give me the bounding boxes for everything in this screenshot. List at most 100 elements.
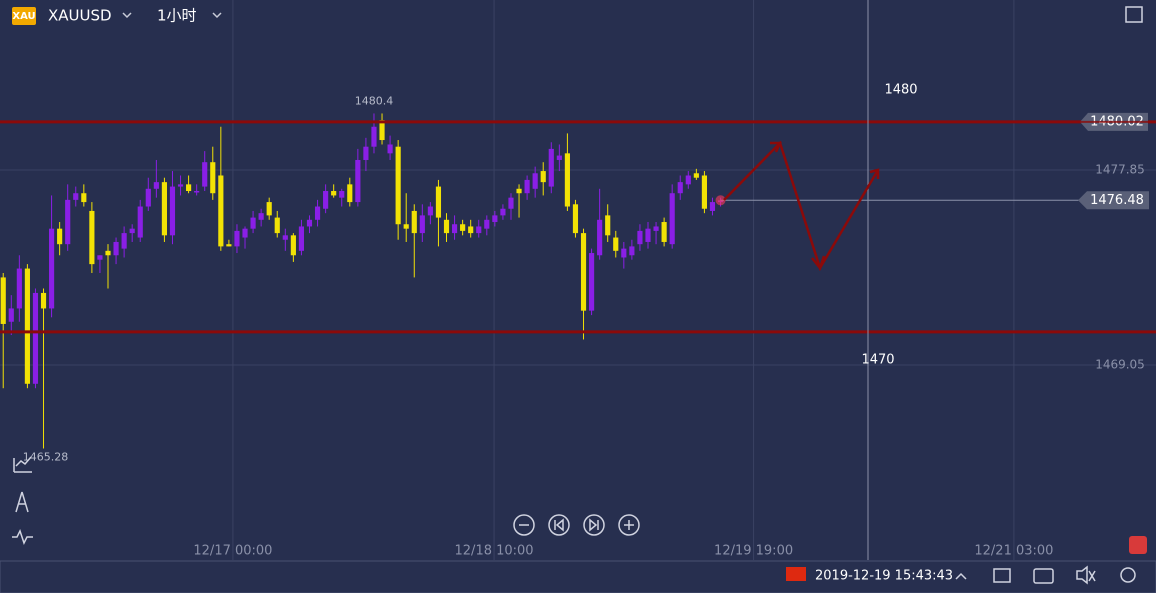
dropdown-icon[interactable] <box>122 12 132 19</box>
footer-bar <box>0 560 1156 593</box>
candle-body <box>339 191 345 198</box>
candle-body <box>387 144 393 154</box>
candle-body <box>323 191 329 209</box>
candle-body <box>24 268 30 384</box>
candle-body <box>81 193 87 203</box>
candle-body <box>290 235 296 256</box>
candle-body <box>685 175 691 185</box>
candle-body <box>419 215 425 234</box>
go-end[interactable] <box>583 514 605 536</box>
candle-body <box>298 226 305 251</box>
candle-body <box>460 224 466 231</box>
candle-body <box>395 146 401 225</box>
candle-body <box>540 171 546 183</box>
candle-body <box>145 188 151 207</box>
alert-button[interactable] <box>1129 536 1147 554</box>
candle-body <box>169 186 176 236</box>
candle-body <box>661 222 667 242</box>
candle-body <box>121 233 127 249</box>
candle-body <box>258 213 264 220</box>
candle-body <box>524 179 530 194</box>
nav-buttons <box>513 514 640 536</box>
timestamp: 2019-12-19 15:43:43 <box>815 569 953 584</box>
candle-body <box>177 184 184 187</box>
candle-body <box>427 206 433 216</box>
low-label: 1465.28 <box>23 450 69 463</box>
candle-body <box>274 217 280 234</box>
candle-body <box>347 184 353 203</box>
candle-body <box>468 226 474 234</box>
symbol-icon <box>12 7 36 25</box>
candle-body <box>701 175 707 209</box>
dropdown-icon[interactable] <box>212 12 222 19</box>
candle-body <box>653 226 659 231</box>
candle-body <box>49 228 55 309</box>
candle-body <box>57 228 63 245</box>
candle-body <box>371 126 377 147</box>
symbol[interactable]: XAUUSD <box>48 7 112 25</box>
current-price-dot <box>715 195 726 206</box>
screenshot-button[interactable] <box>1033 568 1054 584</box>
panel-toggle[interactable] <box>1125 6 1143 23</box>
candle-body <box>137 206 143 238</box>
settings-button[interactable] <box>1120 567 1136 583</box>
indicator-tool[interactable] <box>13 456 32 473</box>
candle-body <box>210 162 216 194</box>
candle-body <box>65 199 71 245</box>
candle-body <box>40 292 47 309</box>
candle-body <box>476 226 482 234</box>
candle-body <box>105 250 111 256</box>
candle-body <box>564 153 570 207</box>
x-tick-label: 12/19 19:00 <box>714 544 793 559</box>
y-tick-label: 1477.85 <box>1095 162 1145 176</box>
interval[interactable]: 1小时 <box>157 7 197 25</box>
candle-body <box>161 182 167 236</box>
candle-body <box>331 191 337 196</box>
candle-body <box>443 219 450 234</box>
candle-body <box>250 217 256 229</box>
candle-body <box>89 210 95 265</box>
zoom-in[interactable] <box>618 514 640 536</box>
candle-body <box>403 224 409 229</box>
candle-body <box>194 191 200 193</box>
candle-body <box>202 162 208 187</box>
candle-body <box>186 184 192 192</box>
go-start[interactable] <box>548 514 570 536</box>
candle-body <box>484 219 490 229</box>
candle-body <box>580 233 587 311</box>
candle-body <box>218 175 224 247</box>
candle-body <box>572 204 579 234</box>
candle-body <box>282 235 288 240</box>
candle-body <box>234 230 240 247</box>
candle-body <box>709 202 716 211</box>
candle-body <box>73 193 79 200</box>
candle-body <box>556 155 562 160</box>
wave-tool[interactable] <box>12 529 33 545</box>
sound-button[interactable] <box>1076 565 1096 585</box>
annotation: 1480 <box>884 83 917 98</box>
candle-body <box>637 230 643 245</box>
candle-body <box>363 146 369 160</box>
zoom-out[interactable] <box>513 514 535 536</box>
price-box <box>1078 191 1149 210</box>
y-tick-label: 1469.05 <box>1095 357 1145 371</box>
candle-body <box>605 215 611 236</box>
candle-body <box>0 277 6 324</box>
draw-tool[interactable] <box>15 491 29 513</box>
candle-body <box>629 246 635 256</box>
candle-body <box>589 253 595 311</box>
flag <box>786 567 806 581</box>
candle-body <box>129 228 135 234</box>
candle-body <box>597 219 603 256</box>
candle-body <box>8 308 14 322</box>
candle-body <box>693 173 699 178</box>
candle-body <box>314 206 321 220</box>
candle-body <box>508 197 514 209</box>
layout-button[interactable] <box>993 568 1011 583</box>
expand-icon[interactable] <box>955 572 967 580</box>
plot: 12/17 00:00 12/18 10:00 12/19 19:00 12/21 0… <box>0 0 1156 560</box>
candle-body <box>516 188 522 194</box>
candle-body <box>266 202 272 216</box>
